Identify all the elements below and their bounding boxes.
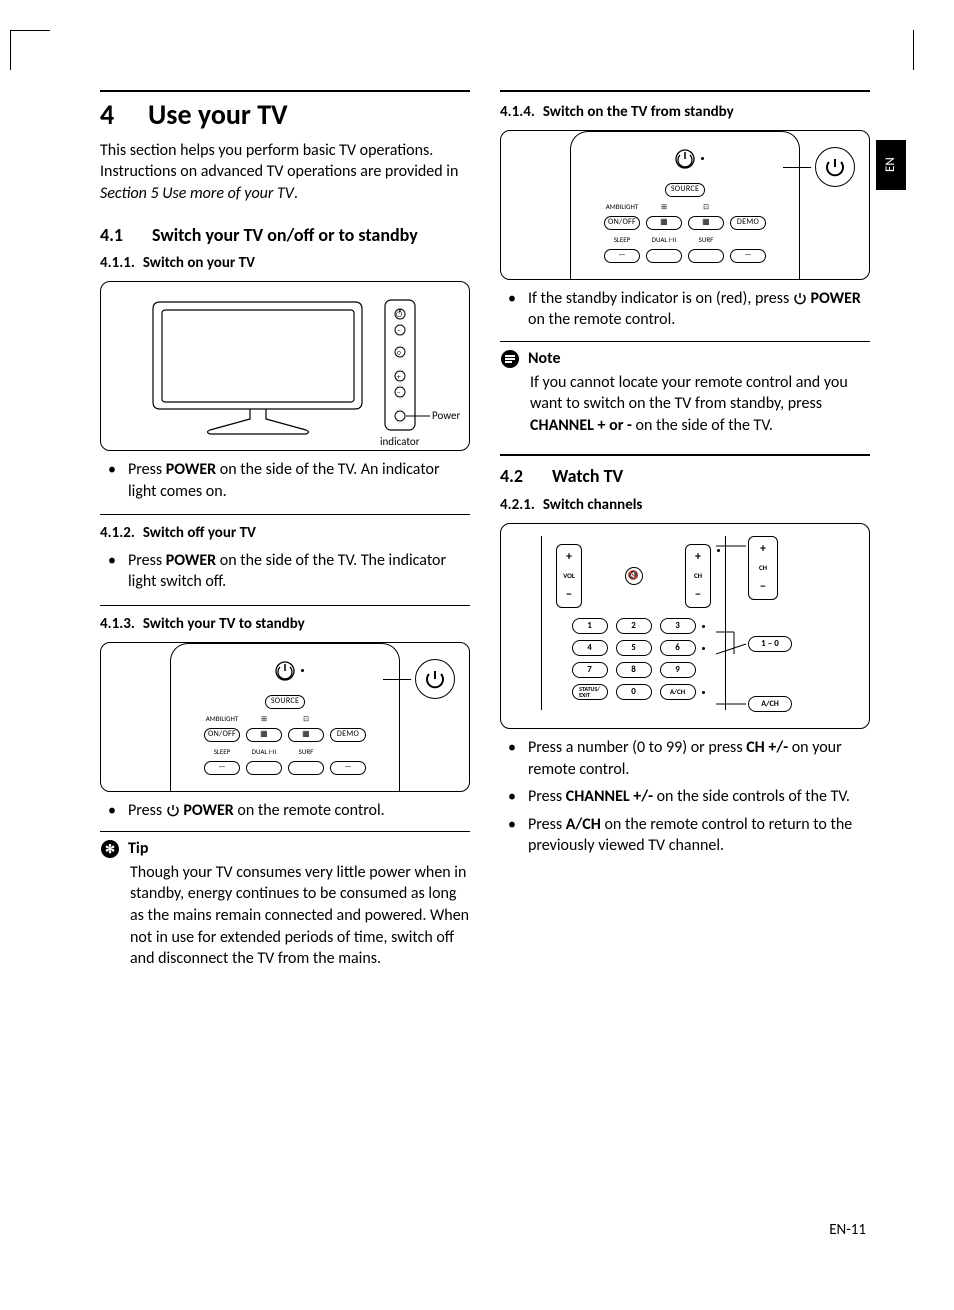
sub-4-2-1-num: 4.2.1.	[500, 495, 535, 515]
power-callout-icon	[815, 147, 855, 187]
bullet-4-2-1-3: • Press A/CH on the remote control to re…	[500, 814, 870, 857]
section-4-2-title: Watch TV	[552, 464, 870, 488]
power-icon	[674, 148, 696, 170]
chapter-title: Use your TV	[148, 96, 288, 134]
sub-4-1-2: 4.1.2. Switch off your TV	[100, 523, 470, 543]
svg-text:+: +	[397, 372, 401, 381]
svg-text:✻: ✻	[105, 843, 115, 857]
bullet-4-1-1-1: • Press POWER on the side of the TV. An …	[100, 459, 470, 502]
bullet-4-2-1-1: • Press a number (0 to 99) or press CH +…	[500, 737, 870, 780]
svg-text:−: −	[397, 326, 401, 335]
vol-label: VOL	[563, 571, 575, 580]
crop-mark-tr	[904, 30, 914, 70]
tip-label: Tip	[128, 838, 148, 860]
section-4-2-num: 4.2	[500, 464, 530, 488]
crop-mark-tl	[10, 30, 50, 70]
tip-icon: ✻	[100, 839, 120, 859]
ch-label: CH	[694, 571, 702, 580]
sub-4-1-3-title: Switch your TV to standby	[143, 614, 305, 634]
sub-4-1-1-num: 4.1.1.	[100, 253, 135, 273]
tv-diagram: ⏻ − ○ + − Power indicator	[110, 282, 460, 450]
mute-icon: 🔇	[625, 567, 643, 585]
figure-channels: + VOL − 🔇 + CH − 1	[500, 523, 870, 729]
section-4-1-num: 4.1	[100, 223, 130, 247]
tip-box: ✻ Tip Though your TV consumes very littl…	[100, 831, 470, 970]
sub-4-1-4-num: 4.1.4.	[500, 102, 535, 122]
leader-lines	[716, 536, 756, 716]
bullet-4-2-1-2: • Press CHANNEL +/- on the side controls…	[500, 786, 870, 808]
power-label-1: Power	[432, 409, 460, 422]
power-callout-icon	[415, 659, 455, 699]
svg-text:⏻: ⏻	[396, 310, 403, 320]
bullet-text: Press POWER on the side of the TV. An in…	[128, 459, 470, 502]
intro-text-italic: Section 5 Use more of your TV	[100, 184, 294, 203]
left-column: 4 Use your TV This section helps you per…	[100, 90, 470, 970]
bullet-4-1-3-1: • Press POWER on the remote control.	[100, 800, 470, 822]
language-tab: EN	[876, 140, 906, 190]
divider	[100, 605, 470, 606]
sub-4-1-1: 4.1.1. Switch on your TV	[100, 253, 470, 273]
figure-remote-standby: SOURCE AMBILIGHT ⊞ ⊡ ON/OFF ▦ ▦ DEMO	[100, 642, 470, 792]
power-icon-inline	[166, 803, 180, 817]
note-body: If you cannot locate your remote control…	[500, 372, 870, 437]
figure-tv-side: ⏻ − ○ + − Power indicator	[100, 281, 470, 451]
page-body: 4 Use your TV This section helps you per…	[100, 90, 870, 970]
figure-remote-standby-on: SOURCE AMBILIGHT ⊞ ⊡ ON/OFF ▦ ▦ DEMO	[500, 130, 870, 280]
svg-text:−: −	[397, 388, 401, 397]
sub-4-2-1: 4.2.1. Switch channels	[500, 495, 870, 515]
page-footer: EN-11	[829, 1220, 866, 1240]
power-icon-inline	[793, 291, 807, 305]
bullet-marker: •	[108, 459, 116, 502]
chapter-number: 4	[100, 96, 120, 134]
sub-4-1-2-title: Switch off your TV	[143, 523, 256, 543]
note-label: Note	[528, 348, 561, 370]
chapter-heading: 4 Use your TV	[100, 90, 470, 134]
divider	[100, 514, 470, 515]
source-button: SOURCE	[665, 183, 705, 197]
numpad: 1 2 3 4 5 6 7 8 9 STATUS/ EXIT 0 A/CH	[556, 618, 711, 700]
sub-4-1-3-num: 4.1.3.	[100, 614, 135, 634]
source-button: SOURCE	[265, 695, 305, 709]
col-rule	[500, 90, 870, 96]
sub-4-1-3: 4.1.3. Switch your TV to standby	[100, 614, 470, 634]
sub-4-1-4: 4.1.4. Switch on the TV from standby	[500, 102, 870, 122]
sub-4-1-1-title: Switch on your TV	[143, 253, 255, 273]
section-rule	[500, 454, 870, 456]
sub-4-1-4-title: Switch on the TV from standby	[543, 102, 734, 122]
section-4-1-title: Switch your TV on/off or to standby	[152, 223, 470, 247]
chapter-intro: This section helps you perform basic TV …	[100, 140, 470, 205]
sub-4-1-2-num: 4.1.2.	[100, 523, 135, 543]
svg-text:○: ○	[397, 348, 401, 357]
note-box: Note If you cannot locate your remote co…	[500, 341, 870, 436]
bullet-4-1-2-1: • Press POWER on the side of the TV. The…	[100, 550, 470, 593]
power-label-2: indicator	[380, 435, 420, 448]
sub-4-2-1-title: Switch channels	[543, 495, 643, 515]
bullet-4-1-4-1: • If the standby indicator is on (red), …	[500, 288, 870, 331]
section-4-2: 4.2 Watch TV	[500, 464, 870, 488]
intro-text-c: .	[294, 184, 298, 203]
intro-text-a: This section helps you perform basic TV …	[100, 141, 458, 182]
section-4-1: 4.1 Switch your TV on/off or to standby	[100, 223, 470, 247]
right-column: 4.1.4. Switch on the TV from standby SOU…	[500, 90, 870, 970]
tip-body: Though your TV consumes very little powe…	[100, 862, 470, 970]
power-icon	[274, 660, 296, 682]
note-icon	[500, 349, 520, 369]
